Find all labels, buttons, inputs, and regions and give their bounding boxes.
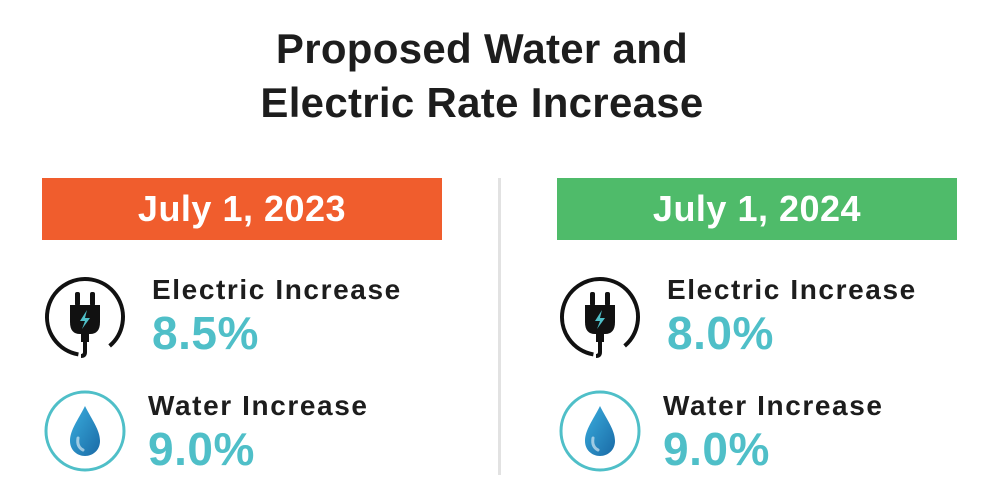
rate-column-2023: July 1, 2023 Electric Increase 8.5% [42, 178, 462, 478]
electric-increase-label: Electric Increase [667, 274, 917, 305]
electric-increase-label: Electric Increase [152, 274, 402, 305]
electric-plug-icon [45, 277, 125, 358]
electric-increase-value: 8.0% [667, 307, 774, 359]
water-increase-value: 9.0% [663, 423, 770, 475]
water-drop-icon [44, 390, 126, 472]
title-line-1: Proposed Water and [275, 25, 689, 72]
electric-increase-item: Electric Increase 8.5% [42, 268, 462, 358]
electric-plug-icon [560, 277, 640, 358]
water-increase-value: 9.0% [148, 423, 255, 475]
rate-column-2024: July 1, 2024 Electric Increase 8.0% [557, 178, 977, 478]
column-divider [498, 178, 501, 475]
date-banner: July 1, 2024 [557, 178, 957, 240]
water-increase-item: Water Increase 9.0% [42, 386, 462, 476]
water-drop-icon [559, 390, 641, 472]
date-banner: July 1, 2023 [42, 178, 442, 240]
electric-increase-value: 8.5% [152, 307, 259, 359]
water-increase-label: Water Increase [148, 390, 369, 421]
title-line-2: Electric Rate Increase [260, 79, 704, 126]
water-increase-item: Water Increase 9.0% [557, 386, 977, 476]
page-title: Proposed Water and Electric Rate Increas… [0, 22, 964, 130]
electric-increase-item: Electric Increase 8.0% [557, 268, 977, 358]
water-increase-label: Water Increase [663, 390, 884, 421]
